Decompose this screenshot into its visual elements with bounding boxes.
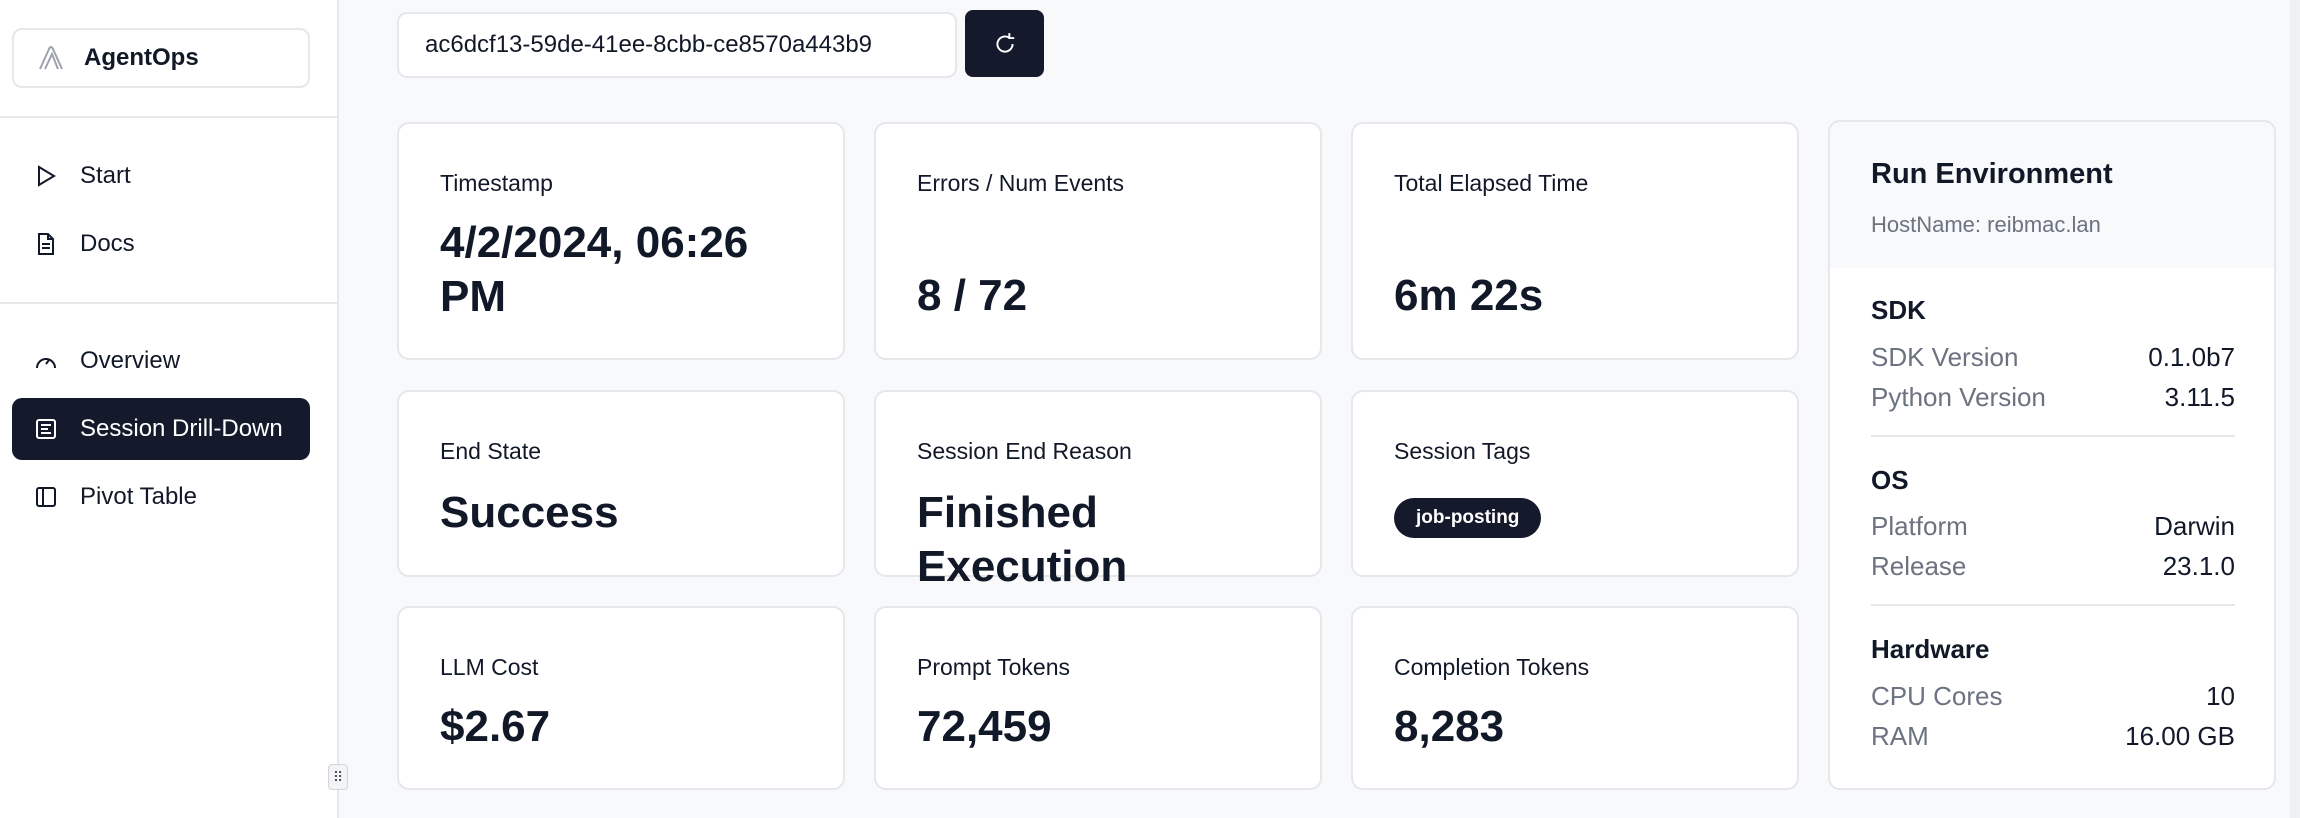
agentops-logo-icon xyxy=(39,46,63,70)
card-value: Finished Execution xyxy=(917,488,1128,591)
elapsed-time-card: Total Elapsed Time 6m 22s xyxy=(1351,122,1799,360)
env-value: 3.11.5 xyxy=(2164,382,2235,412)
sidebar-divider xyxy=(0,302,337,304)
env-key: RAM xyxy=(1871,721,1929,751)
env-value: 0.1.0b7 xyxy=(2148,342,2235,372)
env-key: Python Version xyxy=(1871,382,2046,412)
refresh-icon xyxy=(995,32,1014,53)
env-row: SDK Version 0.1.0b7 xyxy=(1871,342,2235,373)
play-icon xyxy=(38,165,56,187)
sidebar-divider xyxy=(0,116,337,118)
panel-icon xyxy=(36,487,56,507)
card-label: Session End Reason xyxy=(917,438,1132,464)
tag-badge[interactable]: job-posting xyxy=(1394,498,1542,538)
session-tags-card: Session Tags job-posting xyxy=(1351,390,1799,577)
card-value: 72,459 xyxy=(917,702,1052,751)
card-value: 6m 22s xyxy=(1394,271,1544,320)
card-label: Prompt Tokens xyxy=(917,654,1070,680)
env-row: Python Version 3.11.5 xyxy=(1871,382,2235,413)
env-hostname: HostName: reibmac.lan xyxy=(1871,212,2101,237)
env-value: 10 xyxy=(2206,681,2235,711)
env-value: Darwin xyxy=(2154,511,2235,541)
session-id-input[interactable] xyxy=(397,12,957,78)
card-label: End State xyxy=(440,438,542,464)
card-label: LLM Cost xyxy=(440,654,539,680)
env-row: Release 23.1.0 xyxy=(1871,551,2235,582)
sidebar-item-label: Docs xyxy=(80,230,135,257)
card-label: Errors / Num Events xyxy=(917,170,1125,196)
completion-tokens-card: Completion Tokens 8,283 xyxy=(1351,606,1799,790)
env-key: Platform xyxy=(1871,511,1968,541)
document-icon xyxy=(38,233,54,255)
page-scrollbar[interactable] xyxy=(2290,0,2300,818)
card-label: Timestamp xyxy=(440,170,553,196)
card-value: Success xyxy=(440,488,619,537)
sidebar: AgentOps Start Docs Overview Session Dri… xyxy=(0,0,339,818)
hardware-section-title: Hardware xyxy=(1871,634,1990,664)
end-state-card: End State Success xyxy=(397,390,845,577)
run-environment-panel: Run Environment HostName: reibmac.lan SD… xyxy=(1828,120,2276,790)
env-key: Release xyxy=(1871,551,1967,581)
sidebar-item-label: Session Drill-Down xyxy=(80,415,283,442)
card-value: 8,283 xyxy=(1394,702,1505,751)
card-value: $2.67 xyxy=(440,702,551,751)
env-divider xyxy=(1871,604,2235,606)
card-label: Total Elapsed Time xyxy=(1394,170,1589,196)
env-key: CPU Cores xyxy=(1871,681,2003,711)
sidebar-item-label: Start xyxy=(80,162,131,189)
list-icon xyxy=(36,419,56,439)
sidebar-item-label: Overview xyxy=(80,347,181,374)
card-label: Session Tags xyxy=(1394,438,1531,464)
errors-events-card: Errors / Num Events 8 / 72 xyxy=(874,122,1322,360)
env-row: Platform Darwin xyxy=(1871,511,2235,542)
sidebar-item-session-drill-down[interactable]: Session Drill-Down xyxy=(12,398,310,460)
sidebar-item-docs[interactable]: Docs xyxy=(12,213,310,275)
timestamp-card: Timestamp 4/2/2024, 06:26 PM xyxy=(397,122,845,360)
gauge-icon xyxy=(36,358,56,369)
env-row: CPU Cores 10 xyxy=(1871,681,2235,712)
sidebar-item-overview[interactable]: Overview xyxy=(12,330,310,392)
card-value: 4/2/2024, 06:26 PM xyxy=(440,218,749,321)
end-reason-card: Session End Reason Finished Execution xyxy=(874,390,1322,591)
prompt-tokens-card: Prompt Tokens 72,459 xyxy=(874,606,1322,790)
os-section-title: OS xyxy=(1871,465,1909,495)
sidebar-item-label: Pivot Table xyxy=(80,483,197,510)
sidebar-resize-handle[interactable]: ⠿ xyxy=(328,764,348,790)
sidebar-item-start[interactable]: Start xyxy=(12,145,310,207)
env-value: 16.00 GB xyxy=(2125,721,2235,751)
env-row: RAM 16.00 GB xyxy=(1871,721,2235,752)
refresh-button[interactable] xyxy=(965,10,1044,77)
env-header xyxy=(1830,122,2274,268)
env-divider xyxy=(1871,435,2235,437)
env-title: Run Environment xyxy=(1871,158,2113,190)
brand-name: AgentOps xyxy=(84,44,199,71)
brand-logo[interactable]: AgentOps xyxy=(12,28,310,88)
sdk-section-title: SDK xyxy=(1871,295,1926,325)
llm-cost-card: LLM Cost $2.67 xyxy=(397,606,845,790)
sidebar-item-pivot-table[interactable]: Pivot Table xyxy=(12,466,310,528)
env-value: 23.1.0 xyxy=(2162,551,2235,581)
env-key: SDK Version xyxy=(1871,342,2019,372)
card-label: Completion Tokens xyxy=(1394,654,1590,680)
card-value: 8 / 72 xyxy=(917,271,1028,320)
